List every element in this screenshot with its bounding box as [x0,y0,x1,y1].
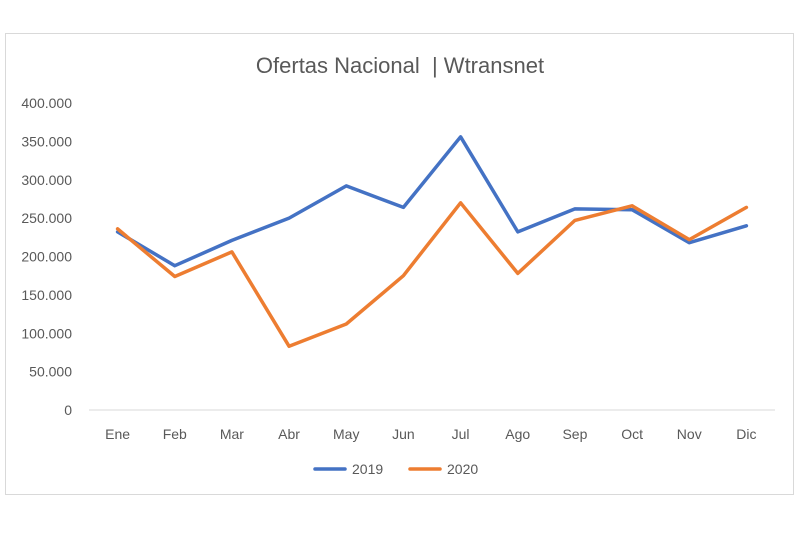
legend-label-2019: 2019 [352,461,383,477]
x-tick-label: Ene [105,426,130,442]
x-tick-label: Oct [621,426,643,442]
x-tick-label: Ago [505,426,530,442]
x-tick-label: Dic [736,426,756,442]
x-tick-label: Jun [392,426,415,442]
x-tick-label: Jul [452,426,470,442]
x-tick-label: Feb [163,426,187,442]
y-tick-label: 150.000 [21,287,72,303]
x-tick-label: Nov [677,426,702,442]
x-tick-label: Abr [278,426,300,442]
series-line-2019 [115,135,749,268]
y-tick-label: 350.000 [21,133,72,149]
x-tick-label: Mar [220,426,244,442]
x-axis-ticks: Ene Feb Mar Abr May Jun Jul Ago Sep Oct Nov Dic [105,426,756,442]
series-lines [115,135,749,349]
legend-label-2020: 2020 [447,461,478,477]
y-tick-label: 50.000 [29,364,72,380]
series-line-2020 [115,201,749,349]
chart-frame [5,33,794,495]
y-tick-label: 300.000 [21,172,72,188]
y-tick-label: 250.000 [21,210,72,226]
legend: 2019 2020 [313,461,478,477]
x-tick-label: May [333,426,359,442]
y-tick-label: 400.000 [21,95,72,111]
y-tick-label: 200.000 [21,249,72,265]
x-tick-label: Sep [562,426,587,442]
chart-title: Ofertas Nacional | Wtransnet [256,53,544,78]
y-tick-label: 0 [64,402,72,418]
y-tick-label: 100.000 [21,325,72,341]
y-axis-ticks: 0 50.000 100.000 150.000 200.000 250.000 300.0… [21,95,72,418]
